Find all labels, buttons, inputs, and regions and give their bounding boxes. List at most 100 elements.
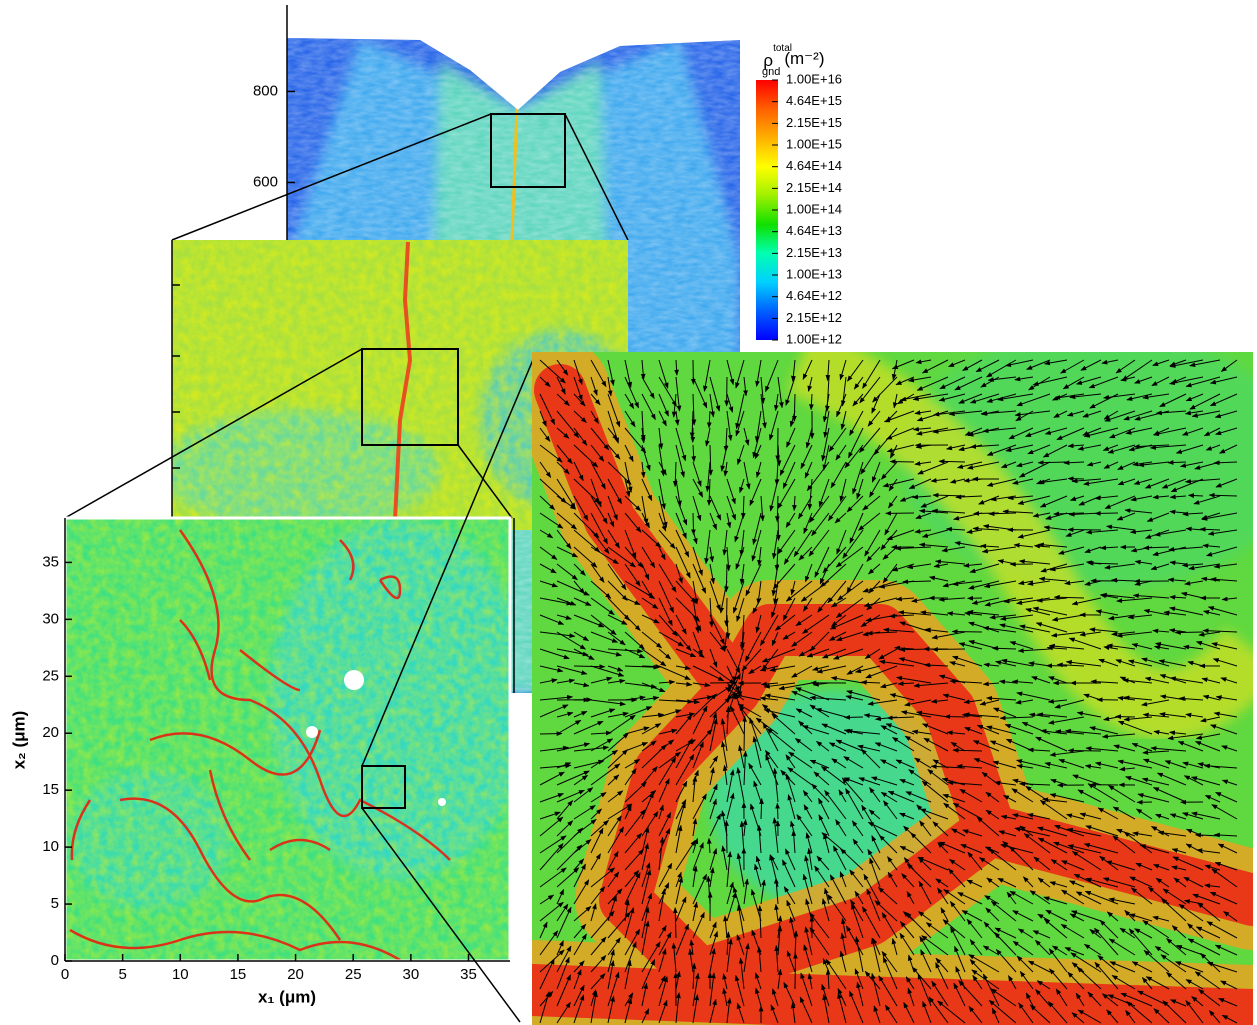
vector-arrow [607, 495, 618, 521]
vector-arrow [607, 393, 621, 428]
vector-arrow [675, 478, 682, 507]
vector-arrow [725, 614, 731, 640]
vector-arrow [868, 580, 881, 594]
vector-arrow [726, 478, 736, 505]
vector-arrow [912, 494, 932, 500]
vector-arrow [675, 580, 697, 604]
vector-arrow [1083, 478, 1119, 486]
colorbar-tick-label: 1.00E+16 [786, 71, 842, 86]
vector-arrow [968, 580, 1000, 590]
vector-arrow [798, 648, 813, 657]
vector-arrow [827, 580, 847, 604]
vector-arrow [821, 648, 847, 659]
vector-arrow [573, 563, 586, 576]
vector-arrow [1039, 495, 1068, 508]
vector-arrow [839, 359, 847, 381]
vector-arrow [672, 461, 678, 488]
colorbar: ρtotal gnd(m⁻²) 1.00E+164.64E+152.15E+151… [756, 43, 842, 346]
vector-arrow [1115, 659, 1136, 667]
vector-arrow [708, 444, 714, 476]
vector-arrow [1121, 359, 1153, 381]
vector-arrow [921, 529, 949, 538]
vector-arrow [743, 461, 751, 490]
vector-arrow [821, 427, 830, 462]
vector-arrow [1025, 427, 1051, 437]
vector-arrow [689, 410, 695, 439]
vector-arrow [912, 426, 932, 432]
vector-arrow [692, 495, 702, 522]
vector-arrow [888, 495, 898, 509]
vector-arrow [675, 631, 692, 652]
vector-arrow [848, 427, 864, 459]
title-sub: gnd [762, 66, 780, 78]
vector-arrow [723, 427, 729, 452]
vector-arrow [760, 393, 767, 429]
vector-arrow [1168, 376, 1204, 386]
vector-arrow [791, 665, 813, 678]
vector-arrow [1167, 460, 1187, 465]
vector-arrow [624, 359, 633, 388]
vector-arrow [692, 631, 703, 657]
vector-arrow [641, 529, 662, 548]
vector-arrow [723, 461, 729, 477]
vector-arrow [955, 494, 983, 500]
vector-arrow [757, 546, 762, 567]
vector-arrow [914, 410, 932, 416]
vector-arrow [982, 625, 1017, 633]
vector-arrow [675, 512, 687, 539]
vector-arrow [709, 546, 715, 563]
mid-ticks [172, 284, 180, 469]
vector-arrow [883, 627, 915, 633]
vector-arrow [539, 597, 573, 606]
vector-arrow [1036, 597, 1068, 603]
vector-arrow [949, 478, 966, 484]
vector-arrow [771, 563, 779, 597]
vector-arrow [675, 546, 691, 579]
vector-arrow [726, 410, 733, 442]
vector-arrow [709, 512, 717, 531]
vector-arrow [724, 563, 729, 593]
vector-arrow [831, 614, 847, 627]
y-tick-label: 30 [42, 610, 59, 627]
vector-arrow [775, 802, 780, 820]
vector-arrow [743, 427, 750, 446]
vector-arrow [590, 631, 619, 643]
vector-arrow [812, 665, 830, 672]
vector-arrow [556, 597, 577, 606]
vector-arrow [590, 410, 599, 424]
zoom-map [65, 518, 510, 961]
vector-arrow [658, 495, 668, 529]
vector-arrow [539, 546, 558, 560]
vector-arrow [776, 444, 782, 467]
vector-arrow [806, 461, 830, 492]
vector-arrow [1080, 359, 1102, 371]
vector-arrow [864, 529, 881, 557]
vector-arrow [1205, 444, 1221, 451]
vector-arrow [817, 597, 830, 613]
vector-arrow [1127, 614, 1153, 620]
vector-arrow [885, 427, 915, 440]
vector-arrow [1183, 644, 1204, 650]
vector-arrow [804, 563, 813, 583]
vector-arrow [1086, 461, 1102, 467]
vector-arrow [640, 461, 646, 479]
vector-arrow [984, 597, 1017, 607]
vector-arrow [755, 461, 762, 478]
vector-arrow [853, 376, 864, 390]
vector-arrow [1154, 642, 1187, 650]
vector-arrow [918, 542, 949, 548]
vector-arrow [607, 427, 618, 441]
vector-arrow [792, 393, 797, 422]
zoom-box [361, 765, 406, 809]
vector-arrow [790, 359, 796, 382]
vector-arrow [828, 631, 847, 641]
vector-arrow [590, 427, 610, 451]
vector-arrow [872, 376, 898, 403]
vector-arrow [573, 597, 592, 606]
vector-arrow [539, 631, 576, 638]
vector-arrow [956, 461, 983, 469]
vector-arrow [735, 359, 745, 389]
vector-arrow [658, 648, 672, 660]
